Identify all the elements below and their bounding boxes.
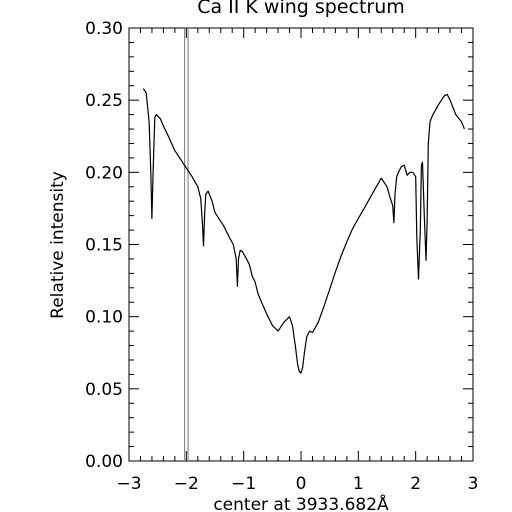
y-tick-label: 0.00 bbox=[85, 452, 123, 472]
x-tick-label: −2 bbox=[174, 474, 199, 494]
x-tick-label: 1 bbox=[353, 474, 364, 494]
x-tick-label: 3 bbox=[468, 474, 479, 494]
x-tick-label: −3 bbox=[116, 474, 141, 494]
y-tick-label: 0.30 bbox=[85, 19, 123, 39]
spectrum-line bbox=[142, 88, 465, 374]
x-tick-labels: −3 −2 −1 0 1 2 3 bbox=[116, 474, 478, 494]
x-axis-label: center at 3933.682Å bbox=[213, 493, 389, 512]
x-tick-label: 0 bbox=[296, 474, 307, 494]
y-tick-label: 0.05 bbox=[85, 380, 123, 400]
y-tick-label: 0.20 bbox=[85, 163, 123, 183]
y-axis-label: Relative intensity bbox=[48, 171, 68, 319]
axis-ticks bbox=[128, 27, 474, 462]
reference-markers bbox=[184, 28, 189, 461]
y-tick-labels: 0.00 0.05 0.10 0.15 0.20 0.25 0.30 bbox=[85, 19, 123, 472]
data-series bbox=[142, 88, 465, 374]
x-tick-label: 2 bbox=[410, 474, 421, 494]
chart-title: Ca II K wing spectrum bbox=[197, 0, 405, 18]
plot-frame bbox=[128, 27, 474, 462]
y-tick-label: 0.10 bbox=[85, 308, 123, 328]
y-tick-label: 0.25 bbox=[85, 91, 123, 111]
y-tick-label: 0.15 bbox=[85, 236, 123, 256]
x-tick-label: −1 bbox=[231, 474, 256, 494]
